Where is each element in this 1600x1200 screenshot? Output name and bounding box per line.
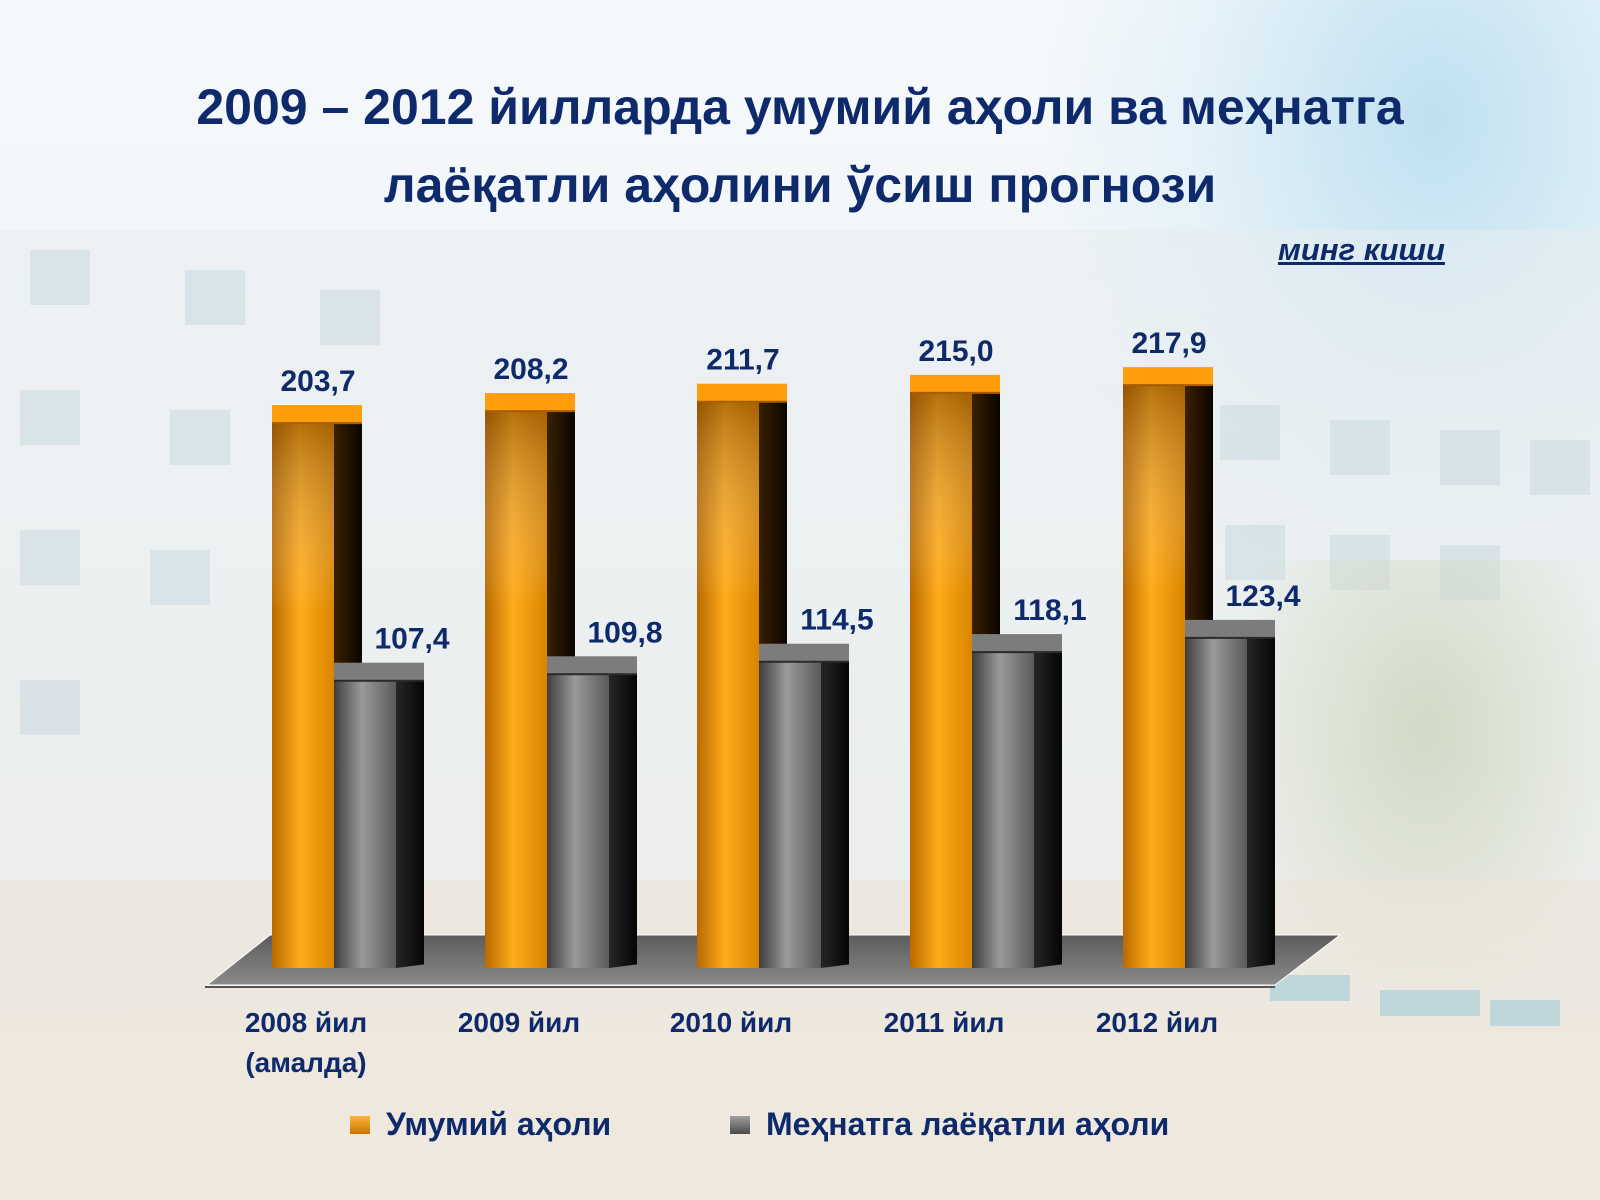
building-window [30, 250, 90, 305]
x-tick-label-3: 2010 йил [670, 1007, 792, 1038]
bar-side-face [821, 658, 849, 968]
bar-2-5 [1185, 637, 1247, 968]
bar-side-face [1247, 634, 1275, 968]
x-tick-label-1: 2008 йил [245, 1007, 367, 1038]
building-window [170, 410, 230, 465]
bench [1490, 1000, 1560, 1026]
legend-item-series2: Меҳнатга лаёқатли аҳоли [730, 1106, 1169, 1143]
chart-title: 2009 – 2012 йилларда умумий аҳоли ва меҳ… [0, 68, 1600, 224]
title-line-1: 2009 – 2012 йилларда умумий аҳоли ва меҳ… [196, 79, 1404, 135]
x-tick-label-5: 2012 йил [1096, 1007, 1218, 1038]
bench [1270, 975, 1350, 1001]
data-label-s1-1: 203,7 [280, 365, 355, 398]
building-window [320, 290, 380, 345]
bar-group-s2-4 [972, 634, 1062, 968]
building-window [20, 530, 80, 585]
bar-side-face [609, 670, 637, 968]
bar-top-face [697, 383, 787, 402]
x-tick-label-4: 2011 йил [884, 1007, 1005, 1038]
data-label-s1-2: 208,2 [493, 353, 568, 386]
building-window [1440, 430, 1500, 485]
building-window [185, 270, 245, 325]
data-label-s2-3: 114,5 [800, 604, 873, 637]
bar-2-1 [334, 680, 396, 968]
bar-shading [910, 392, 972, 968]
building-window [1530, 440, 1590, 495]
data-label-s2-5: 123,4 [1225, 580, 1300, 613]
bar-group-s1-1 [272, 405, 362, 968]
legend: Умумий аҳоли Меҳнатга лаёқатли аҳоли [0, 1106, 1600, 1146]
data-label-s1-5: 217,9 [1131, 327, 1206, 360]
legend-item-series1: Умумий аҳоли [350, 1106, 611, 1143]
bar-top-face [972, 634, 1062, 653]
bar-group-s2-1 [334, 662, 424, 968]
data-label-s2-1: 107,4 [374, 623, 449, 656]
bench [1380, 990, 1480, 1016]
bar-top-face [759, 643, 849, 662]
bar-side-face [1034, 648, 1062, 968]
bar-top-face [272, 405, 362, 424]
unit-label: минг киши [1278, 232, 1445, 267]
building-window [1330, 420, 1390, 475]
bar-shading [272, 423, 334, 968]
bar-top-face [1185, 619, 1275, 638]
data-label-s1-3: 211,7 [706, 344, 779, 377]
building-window [20, 390, 80, 445]
bar-2-3 [759, 661, 821, 968]
bar-shading [1123, 385, 1185, 968]
data-label-s1-4: 215,0 [918, 335, 993, 368]
legend-label-series1: Умумий аҳоли [386, 1106, 612, 1142]
bar-group-s2-2 [547, 656, 637, 968]
bar-shading [485, 411, 547, 968]
bar-top-face [485, 393, 575, 412]
legend-swatch-orange [350, 1115, 370, 1134]
bar-group-s1-4 [910, 374, 1000, 968]
bar-side-face [396, 677, 424, 968]
bar-top-face [1123, 367, 1213, 386]
bar-top-face [910, 374, 1000, 393]
bar-shading [697, 401, 759, 968]
x-tick-label-1: (амалда) [245, 1047, 366, 1078]
data-label-s2-2: 109,8 [587, 616, 662, 649]
bar-2-4 [972, 652, 1034, 968]
bar-top-face [547, 656, 637, 675]
bar-2-2 [547, 674, 609, 968]
bar-group-s1-5 [1123, 367, 1213, 969]
bar-top-face [334, 662, 424, 681]
x-tick-label-2: 2009 йил [458, 1007, 580, 1038]
bar-group-s1-2 [485, 393, 575, 969]
data-label-s2-4: 118,1 [1013, 594, 1086, 627]
legend-swatch-gray [730, 1115, 750, 1134]
building-window [20, 680, 80, 735]
bar-group-s2-3 [759, 643, 849, 968]
title-line-2: лаёқатли аҳолини ўсиш прогнози [383, 157, 1217, 213]
bar-group-s2-5 [1185, 619, 1275, 968]
building-window [150, 550, 210, 605]
building-window [1220, 405, 1280, 460]
legend-label-series2: Меҳнатга лаёқатли аҳоли [766, 1106, 1170, 1142]
